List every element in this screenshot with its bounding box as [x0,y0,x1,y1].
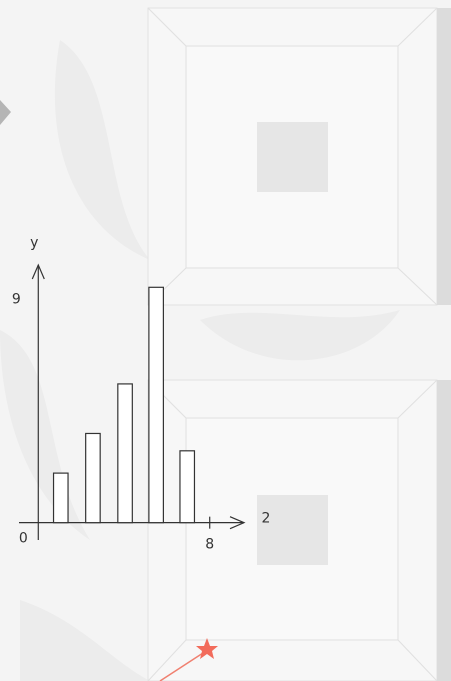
star[interactable] [196,638,218,659]
frame-placeholder [147,379,451,681]
y-axis-arrow [31,263,45,280]
x-axis-arrow [229,516,246,530]
x-tick-label: 8 [205,537,214,553]
bar [179,450,196,524]
chart: 2 y 0 8 9 [12,235,271,553]
background-pattern [0,40,400,681]
y-tick-label: 9 [12,292,21,308]
bar [117,383,133,524]
x-axis-label: 2 [262,511,271,527]
pointer-line [159,652,204,681]
bar [148,286,164,524]
frame-placeholder [147,7,451,306]
bar [85,432,101,524]
nav-arrow[interactable] [0,100,11,125]
bar [52,472,69,524]
y-axis-label: y [30,235,38,251]
x-tick-label: 0 [19,531,28,547]
